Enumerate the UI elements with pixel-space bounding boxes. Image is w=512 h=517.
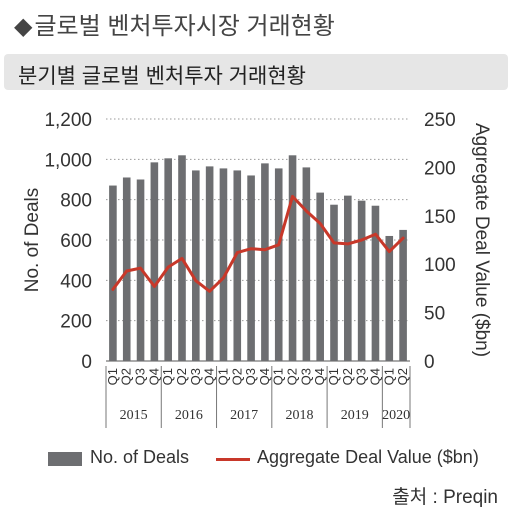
- bar: [205, 166, 214, 361]
- x-tick-label-quarter: Q3: [188, 368, 203, 385]
- page-title: 글로벌 벤처투자시장 거래현황: [34, 13, 335, 40]
- y-tick-label-right: 50: [424, 304, 445, 325]
- y-tick-label-right: 250: [424, 110, 456, 131]
- y-tick-label-right: 150: [424, 207, 456, 228]
- y-tick-label-right: 0: [424, 352, 435, 373]
- chart-title: 분기별 글로벌 벤처투자 거래현황: [18, 65, 306, 88]
- x-tick-label-quarter: Q1: [271, 368, 286, 385]
- x-tick-label-quarter: Q3: [243, 368, 258, 385]
- bar: [261, 163, 269, 361]
- bar: [247, 175, 255, 361]
- y-tick-label-left: 1,000: [44, 150, 92, 171]
- bar: [274, 168, 283, 361]
- x-tick-label-quarter: Q4: [312, 368, 327, 385]
- bar: [192, 170, 200, 361]
- bar: [330, 204, 338, 361]
- x-tick-label-year: 2015: [120, 408, 148, 423]
- legend: No. of Deals Aggregate Deal Value ($bn): [0, 446, 512, 472]
- x-tick-label-quarter: Q1: [381, 368, 396, 385]
- bar: [219, 168, 228, 361]
- y-tick-label-left: 0: [81, 352, 92, 373]
- x-tick-label-quarter: Q3: [298, 368, 313, 385]
- chart: 0 200 400 600 800 1,000 1,200 0 50 100 150 200 250 No…: [22, 110, 492, 428]
- bar: [302, 167, 311, 361]
- bar: [164, 158, 172, 361]
- x-tick-label-quarter: Q2: [340, 368, 355, 385]
- y-tick-label-right: 200: [424, 158, 456, 179]
- x-tick-label-quarter: Q4: [146, 368, 161, 385]
- bar: [122, 177, 131, 361]
- bar: [344, 195, 352, 361]
- x-tick-label-quarter: Q2: [285, 368, 300, 385]
- bar: [233, 170, 242, 361]
- x-tick-label-year: 2018: [285, 408, 313, 423]
- bar: [150, 162, 159, 361]
- y-tick-label-left: 600: [60, 231, 92, 252]
- bar: [316, 192, 324, 361]
- legend-value-swatch: [216, 458, 250, 461]
- y-axis-title-right: Aggregate Deal Value ($bn): [471, 123, 492, 357]
- bar: [109, 185, 117, 361]
- x-tick-label-quarter: Q2: [229, 368, 244, 385]
- source-note: 출처 : Preqin: [392, 487, 498, 508]
- bar: [288, 155, 297, 361]
- x-tick-label-quarter: Q3: [133, 368, 148, 385]
- value-line: [111, 194, 405, 293]
- legend-deals-swatch: [48, 452, 82, 466]
- x-tick-label-quarter: Q2: [395, 368, 410, 385]
- y-tick-label-left: 800: [60, 191, 92, 212]
- bar: [399, 229, 407, 361]
- x-tick-label-year: 2019: [341, 408, 369, 423]
- legend-value-label: Aggregate Deal Value ($bn): [257, 447, 479, 467]
- x-tick-label-quarter: Q1: [215, 368, 230, 385]
- x-tick-label-quarter: Q1: [160, 368, 175, 385]
- page-header: ◆글로벌 벤처투자시장 거래현황: [14, 6, 335, 41]
- x-tick-label-quarter: Q1: [105, 368, 120, 385]
- y-tick-label-left: 200: [60, 312, 92, 333]
- x-tick-label-quarter: Q4: [202, 368, 217, 385]
- y-tick-label-left: 1,200: [44, 110, 92, 131]
- x-tick-label-quarter: Q4: [367, 368, 382, 385]
- bar: [385, 235, 394, 361]
- x-tick-label-quarter: Q3: [354, 368, 369, 385]
- y-axis-title-left: No. of Deals: [22, 188, 43, 293]
- x-tick-label-quarter: Q2: [119, 368, 134, 385]
- chart-title-bar: 분기별 글로벌 벤처투자 거래현황: [4, 54, 508, 90]
- x-tick-label-year: 2020: [382, 408, 410, 423]
- x-tick-label-quarter: Q1: [326, 368, 341, 385]
- y-tick-label-left: 400: [60, 271, 92, 292]
- x-tick-label-quarter: Q2: [174, 368, 189, 385]
- y-tick-label-right: 100: [424, 255, 456, 276]
- x-tick-label-quarter: Q4: [257, 368, 272, 385]
- x-tick-label-year: 2017: [230, 408, 258, 423]
- x-tick-label-year: 2016: [175, 408, 203, 423]
- legend-deals-label: No. of Deals: [90, 447, 190, 467]
- bar: [357, 200, 366, 361]
- bar: [371, 205, 380, 361]
- diamond-bullet-icon: ◆: [14, 13, 33, 40]
